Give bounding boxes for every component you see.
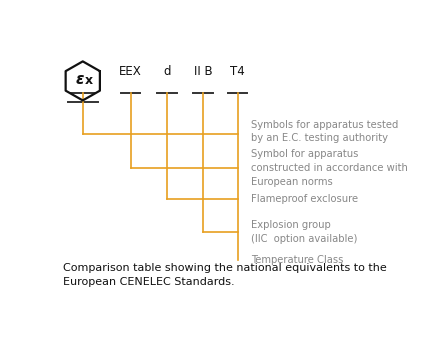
Text: Comparison table showing the national equivalents to the
European CENELEC Standa: Comparison table showing the national eq…: [63, 263, 387, 287]
Text: Symbols for apparatus tested
by an E.C. testing authority: Symbols for apparatus tested by an E.C. …: [251, 120, 398, 143]
Text: Symbol for apparatus
constructed in accordance with
European norms: Symbol for apparatus constructed in acco…: [251, 149, 408, 187]
Text: d: d: [163, 65, 170, 78]
Text: II B: II B: [194, 65, 212, 78]
Text: Flameproof exclosure: Flameproof exclosure: [251, 194, 358, 204]
Text: T4: T4: [230, 65, 245, 78]
Text: x: x: [85, 74, 93, 88]
Text: ε: ε: [75, 72, 84, 87]
Text: Explosion group
(IIC  option available): Explosion group (IIC option available): [251, 220, 357, 244]
Text: EEX: EEX: [119, 65, 142, 78]
Text: Temperature Class: Temperature Class: [251, 256, 343, 265]
